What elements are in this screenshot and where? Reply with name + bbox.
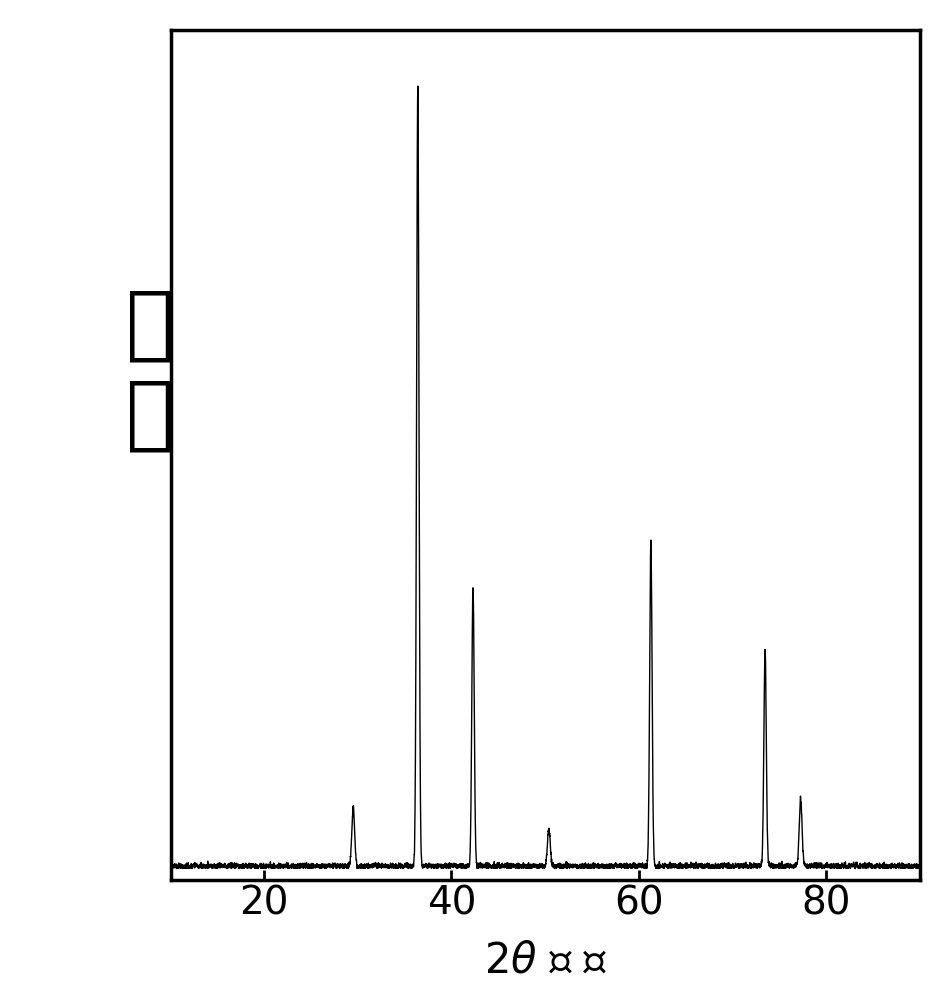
Y-axis label: 强
度: 强 度	[126, 287, 173, 455]
X-axis label: $2\theta$ 角 度: $2\theta$ 角 度	[483, 940, 607, 982]
